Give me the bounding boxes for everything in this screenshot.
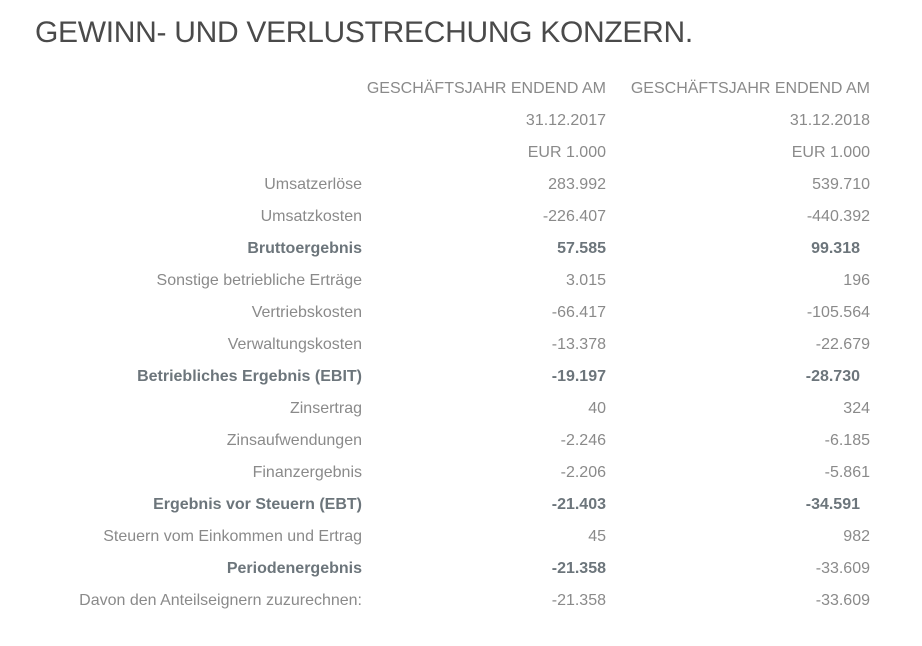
value-2017: -2.206 [560, 464, 606, 481]
value-2017: -19.197 [551, 368, 606, 385]
value-2018: 99.318 [811, 240, 860, 257]
table-row: Betriebliches Ergebnis (EBIT) -19.197 -28.… [0, 362, 922, 394]
value-2018: -440.392 [806, 208, 870, 225]
value-2018: 539.710 [812, 176, 870, 193]
income-statement-table: GESCHÄFTSJAHR ENDEND AM GESCHÄFTSJAHR END… [0, 74, 922, 618]
header-row: EUR 1.000 EUR 1.000 [0, 138, 922, 170]
page-title: GEWINN- UND VERLUSTRECHUNG KONZERN. [35, 16, 693, 49]
header-2018: EUR 1.000 [791, 144, 870, 161]
value-2018: -33.609 [815, 592, 870, 609]
header-2017: EUR 1.000 [527, 144, 606, 161]
row-label: Sonstige betriebliche Erträge [156, 272, 362, 289]
value-2017: 283.992 [548, 176, 606, 193]
value-2017: -66.417 [551, 304, 606, 321]
value-2017: 3.015 [565, 272, 606, 289]
value-2018: 324 [843, 400, 870, 417]
value-2017: 40 [588, 400, 606, 417]
row-label: Vertriebskosten [251, 304, 362, 321]
value-2018: -5.861 [824, 464, 870, 481]
row-label: Betriebliches Ergebnis (EBIT) [137, 368, 362, 385]
row-label: Umsatzerlöse [264, 176, 362, 193]
table-row: Vertriebskosten -66.417 -105.564 [0, 298, 922, 330]
table-row: Zinsertrag 40 324 [0, 394, 922, 426]
header-2017: 31.12.2017 [525, 112, 606, 129]
table-row: Steuern vom Einkommen und Ertrag 45 982 [0, 522, 922, 554]
value-2018: -34.591 [805, 496, 860, 513]
table-row: Davon den Anteilseignern zuzurechnen: -21… [0, 586, 922, 618]
row-label: Bruttoergebnis [247, 240, 362, 257]
value-2017: -21.358 [551, 592, 606, 609]
value-2018: -6.185 [824, 432, 870, 449]
table-row: Umsatzkosten -226.407 -440.392 [0, 202, 922, 234]
row-label: Periodenergebnis [226, 560, 362, 577]
table-row: Zinsaufwendungen -2.246 -6.185 [0, 426, 922, 458]
table-row: Umsatzerlöse 283.992 539.710 [0, 170, 922, 202]
value-2018: -33.609 [815, 560, 870, 577]
row-label: Verwaltungskosten [227, 336, 362, 353]
value-2018: 982 [843, 528, 870, 545]
header-row: GESCHÄFTSJAHR ENDEND AM GESCHÄFTSJAHR END… [0, 74, 922, 106]
value-2018: -22.679 [815, 336, 870, 353]
header-row: 31.12.2017 31.12.2018 [0, 106, 922, 138]
table-row: Periodenergebnis -21.358 -33.609 [0, 554, 922, 586]
row-label: Zinsaufwendungen [226, 432, 362, 449]
value-2017: -2.246 [560, 432, 606, 449]
table-row: Ergebnis vor Steuern (EBT) -21.403 -34.591 [0, 490, 922, 522]
row-label: Davon den Anteilseignern zuzurechnen: [79, 592, 362, 609]
value-2017: 45 [588, 528, 606, 545]
value-2017: -21.358 [551, 560, 606, 577]
table-row: Verwaltungskosten -13.378 -22.679 [0, 330, 922, 362]
value-2017: -21.403 [551, 496, 606, 513]
row-label: Finanzergebnis [252, 464, 362, 481]
row-label: Ergebnis vor Steuern (EBT) [153, 496, 362, 513]
table-row: Finanzergebnis -2.206 -5.861 [0, 458, 922, 490]
header-2018: GESCHÄFTSJAHR ENDEND AM [630, 80, 870, 97]
value-2018: -28.730 [805, 368, 860, 385]
row-label: Steuern vom Einkommen und Ertrag [103, 528, 362, 545]
value-2017: -226.407 [542, 208, 606, 225]
row-label: Umsatzkosten [260, 208, 362, 225]
table-row: Bruttoergebnis 57.585 99.318 [0, 234, 922, 266]
value-2017: -13.378 [551, 336, 606, 353]
header-2017: GESCHÄFTSJAHR ENDEND AM [366, 80, 606, 97]
header-2018: 31.12.2018 [789, 112, 870, 129]
value-2017: 57.585 [557, 240, 606, 257]
table-row: Sonstige betriebliche Erträge 3.015 196 [0, 266, 922, 298]
value-2018: -105.564 [806, 304, 870, 321]
row-label: Zinsertrag [289, 400, 362, 417]
value-2018: 196 [843, 272, 870, 289]
